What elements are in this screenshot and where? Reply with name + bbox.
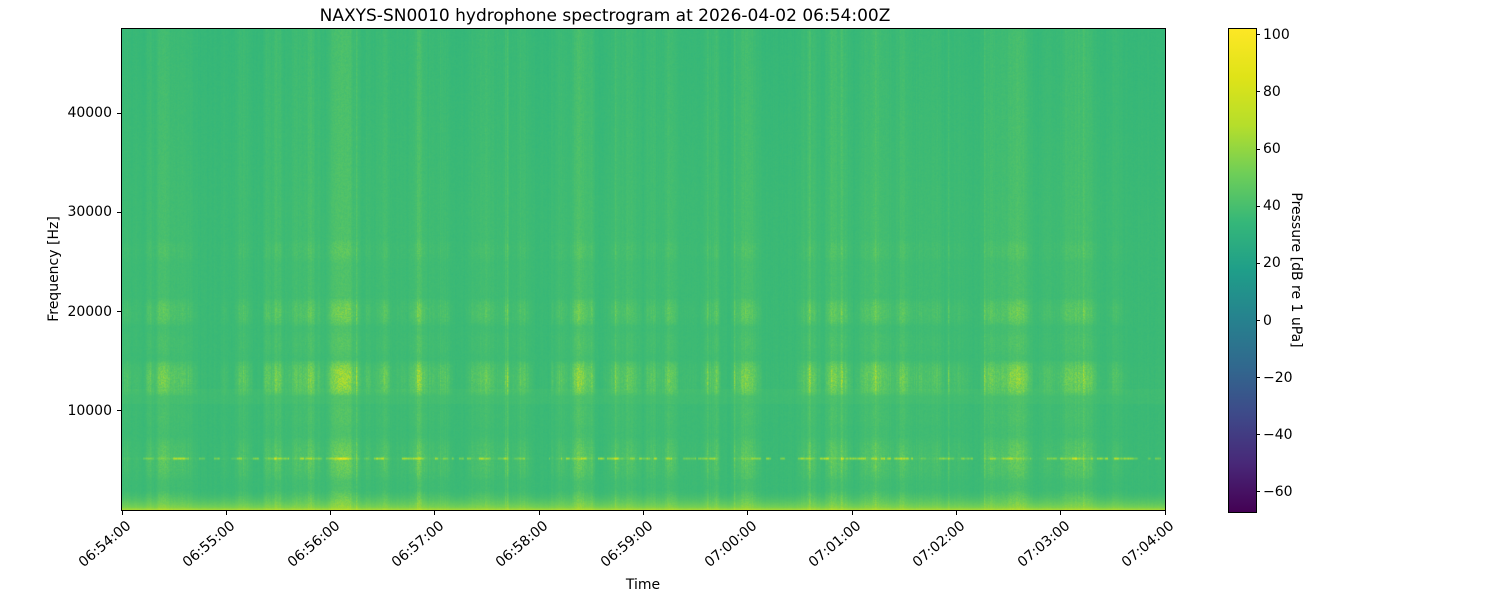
x-tick-mark (1060, 511, 1062, 515)
x-tick-mark (1164, 511, 1166, 515)
x-tick-mark (434, 511, 436, 515)
colorbar-tick-mark (1256, 320, 1260, 321)
x-tick-label: 06:54:00 (75, 518, 135, 571)
x-tick-mark (747, 511, 749, 515)
x-tick-mark (643, 511, 644, 515)
y-tick-mark (117, 112, 121, 114)
chart-title: NAXYS-SN0010 hydrophone spectrogram at 2… (319, 6, 891, 26)
x-tick-mark (538, 511, 540, 515)
colorbar-tick-label: 40 (1263, 198, 1281, 215)
x-tick-mark (121, 511, 123, 515)
colorbar-tick-mark (1256, 377, 1260, 379)
colorbar-tick-mark (1256, 262, 1260, 264)
x-axis-label: Time (625, 577, 661, 593)
colorbar-tick-label: −20 (1263, 369, 1293, 386)
colorbar-tick-mark (1256, 148, 1260, 150)
colorbar-tick-label: 20 (1263, 255, 1281, 272)
colorbar-tick-mark (1256, 91, 1260, 93)
colorbar (1228, 28, 1257, 513)
colorbar-tick-mark (1256, 491, 1260, 493)
y-tick-label: 10000 (67, 402, 112, 419)
x-tick-mark (225, 511, 227, 515)
y-tick-mark (117, 410, 121, 412)
colorbar-tick-mark (1256, 34, 1260, 36)
y-tick-mark (117, 211, 121, 213)
y-tick-label: 30000 (67, 204, 112, 221)
y-tick-mark (117, 311, 121, 313)
x-tick-mark (851, 511, 853, 515)
plot-area (121, 28, 1166, 511)
y-tick-label: 40000 (67, 105, 112, 122)
colorbar-tick-label: −40 (1263, 426, 1293, 443)
x-tick-mark (330, 511, 332, 515)
colorbar-tick-mark (1256, 434, 1260, 436)
colorbar-label: Pressure [dB re 1 uPa] (1288, 192, 1304, 348)
colorbar-gradient (1229, 29, 1256, 512)
colorbar-tick-label: −60 (1263, 483, 1293, 500)
colorbar-tick-label: 100 (1263, 26, 1290, 43)
colorbar-tick-mark (1256, 205, 1260, 207)
colorbar-tick-label: 0 (1263, 312, 1272, 329)
spectrogram-image (122, 29, 1165, 510)
colorbar-tick-label: 60 (1263, 141, 1281, 158)
colorbar-tick-label: 80 (1263, 83, 1281, 100)
x-tick-mark (955, 511, 957, 515)
y-tick-label: 20000 (67, 303, 112, 320)
